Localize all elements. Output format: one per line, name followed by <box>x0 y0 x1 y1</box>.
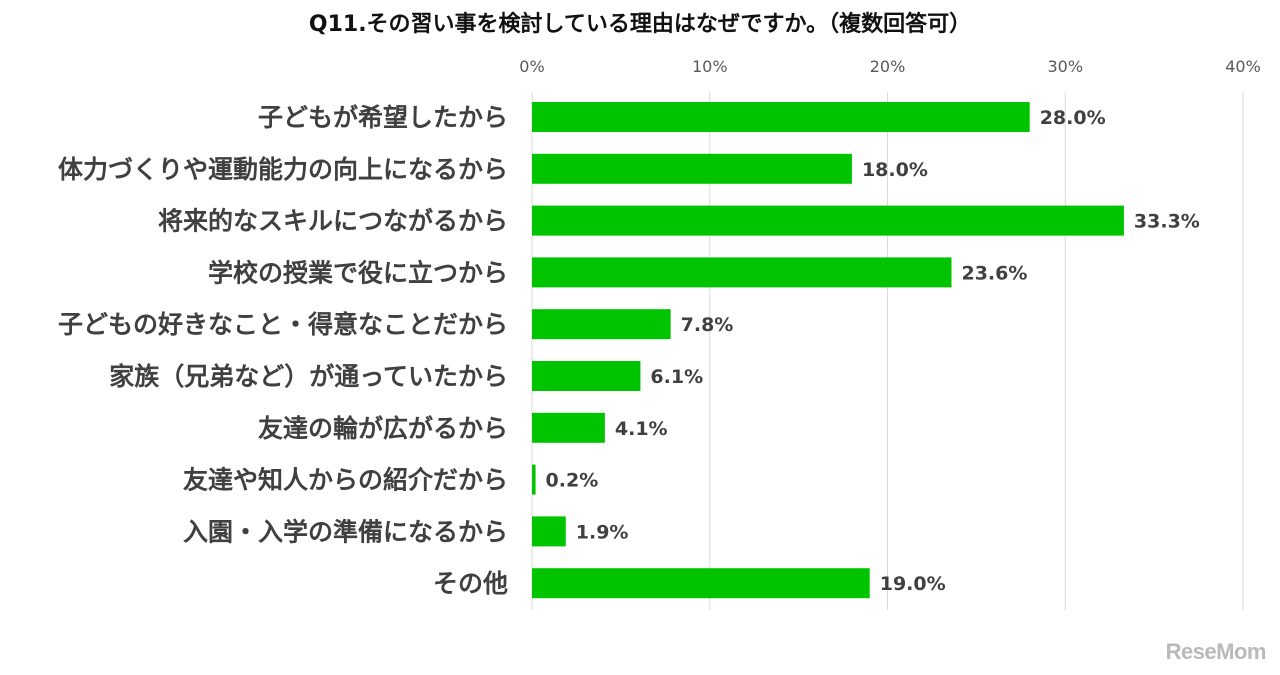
category-label: 将来的なスキルにつながるから <box>158 207 508 236</box>
category-label: 家族（兄弟など）が通っていたから <box>109 362 508 391</box>
bar <box>532 516 566 547</box>
bar <box>532 361 641 391</box>
chart-title: Q11.その習い事を検討している理由はなぜですか。（複数回答可） <box>308 12 972 37</box>
value-label: 1.9% <box>576 521 629 543</box>
value-labels: 28.0% 18.0% 33.3% 23.6% 7.8% 6.1% 4.1% 0.2% 1.9%… <box>546 107 1200 595</box>
x-tick-label: 0% <box>519 57 544 76</box>
category-label: 子どもが希望したから <box>258 103 508 132</box>
bar <box>532 102 1030 132</box>
x-tick-label: 10% <box>692 57 728 76</box>
bar <box>532 153 852 184</box>
category-label: 入園・入学の準備になるから <box>183 517 508 546</box>
bar <box>532 464 536 495</box>
value-label: 18.0% <box>862 159 928 181</box>
category-label: 子どもの好きなこと・得意なことだから <box>58 310 508 339</box>
bar <box>532 568 870 599</box>
value-label: 19.0% <box>880 573 946 595</box>
x-tick-label: 40% <box>1225 57 1261 76</box>
category-label: 友達の輪が広がるから <box>258 414 508 443</box>
value-label: 33.3% <box>1134 211 1200 233</box>
value-label: 23.6% <box>961 262 1027 284</box>
category-label: その他 <box>433 569 508 598</box>
bar <box>532 257 952 288</box>
category-label: 学校の授業で役に立つから <box>208 258 508 287</box>
x-tick-labels: 0% 10% 20% 30% 40% <box>519 57 1260 76</box>
bar <box>532 205 1124 236</box>
value-label: 28.0% <box>1040 107 1106 129</box>
category-label: 体力づくりや運動能力の向上になるから <box>58 155 508 184</box>
value-label: 4.1% <box>615 418 668 440</box>
category-label: 友達や知人からの紹介だから <box>183 466 508 495</box>
value-label: 6.1% <box>650 366 703 388</box>
bar <box>532 309 671 340</box>
bars <box>532 102 1124 599</box>
resemom-logo: ReseMom <box>1165 639 1267 664</box>
x-tick-label: 20% <box>870 57 906 76</box>
bar <box>532 412 605 443</box>
x-tick-label: 30% <box>1047 57 1083 76</box>
value-label: 0.2% <box>546 470 599 492</box>
value-label: 7.8% <box>681 314 734 336</box>
category-labels: 子どもが希望したから体力づくりや運動能力の向上になるから将来的なスキルにつながる… <box>58 103 508 598</box>
